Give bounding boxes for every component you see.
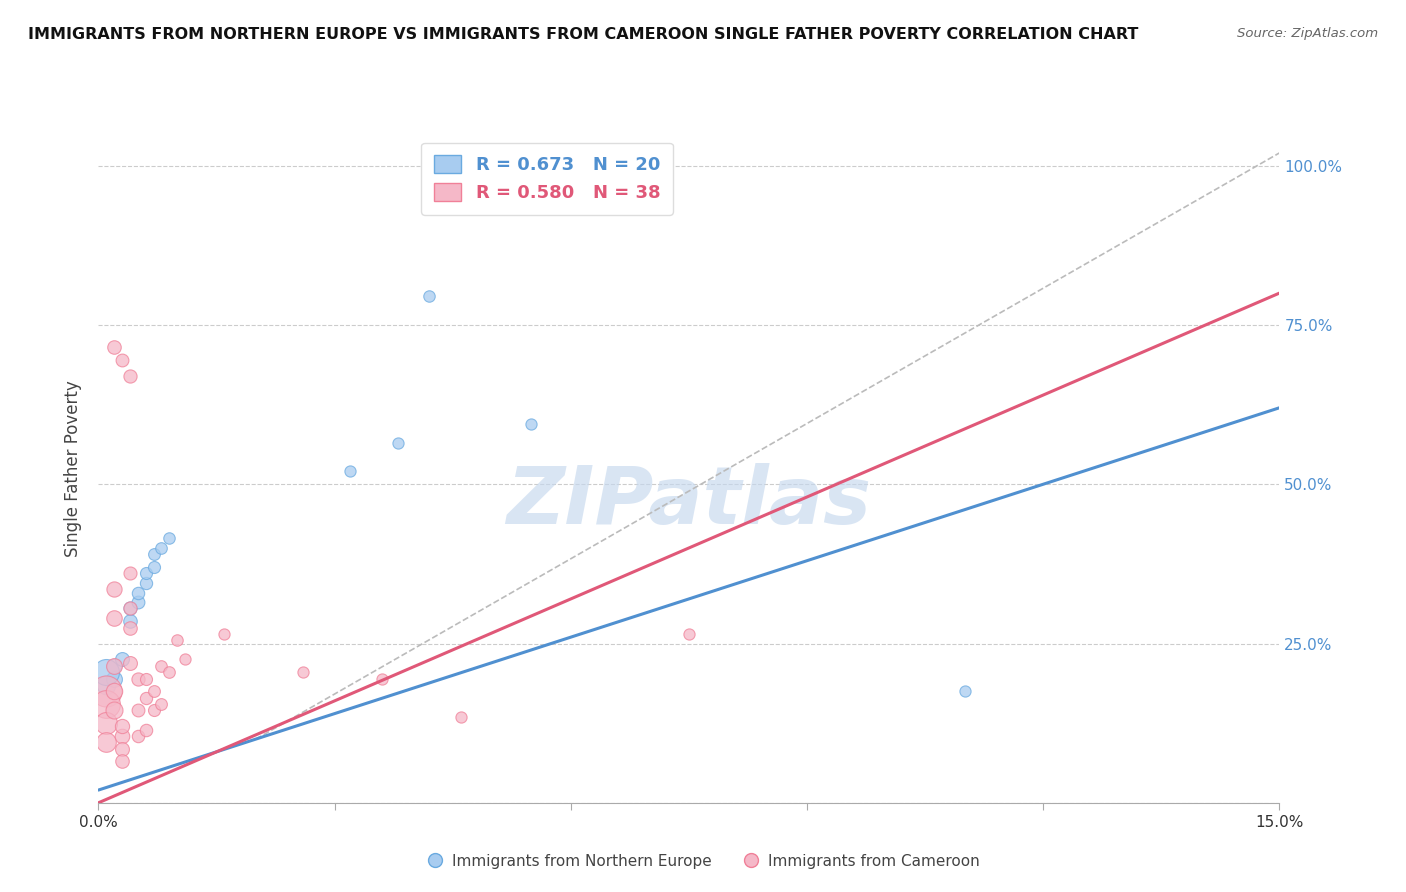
Text: Source: ZipAtlas.com: Source: ZipAtlas.com (1237, 27, 1378, 40)
Point (96, 716, 118, 731)
Point (150, 658, 173, 673)
Point (135, 723, 157, 737)
Point (174, 652, 197, 666)
Point (118, 621, 141, 635)
Point (339, 465, 361, 479)
Point (157, 665, 180, 680)
Point (103, 703, 125, 717)
Point (135, 690, 157, 705)
Y-axis label: Single Father Poverty: Single Father Poverty (65, 380, 83, 557)
Point (111, 755, 134, 769)
Point (127, 672, 149, 686)
Point (142, 684, 165, 698)
Point (96, 735, 118, 749)
Point (103, 582, 125, 597)
Point (387, 435, 409, 450)
Legend: R = 0.673   N = 20, R = 0.580   N = 38: R = 0.673 N = 20, R = 0.580 N = 38 (422, 143, 673, 215)
Point (118, 566, 141, 581)
Text: ZIPatlas: ZIPatlas (506, 463, 872, 541)
Point (127, 595, 149, 609)
Point (166, 633, 188, 648)
Point (103, 611, 125, 625)
Point (135, 576, 157, 591)
Point (103, 684, 125, 698)
Point (111, 353, 134, 368)
Point (450, 710, 472, 724)
Point (96, 665, 118, 680)
Point (111, 719, 134, 733)
Point (103, 340, 125, 354)
Point (418, 289, 440, 303)
Point (127, 585, 149, 599)
Point (118, 601, 141, 615)
Point (103, 658, 125, 673)
Point (103, 672, 125, 686)
Point (111, 652, 134, 666)
Point (678, 627, 700, 641)
Point (520, 417, 543, 431)
Point (953, 684, 976, 698)
Point (127, 729, 149, 743)
Point (150, 541, 173, 555)
Point (142, 547, 165, 561)
Point (135, 672, 157, 686)
Point (371, 672, 394, 686)
Point (118, 601, 141, 615)
Text: IMMIGRANTS FROM NORTHERN EUROPE VS IMMIGRANTS FROM CAMEROON SINGLE FATHER POVERT: IMMIGRANTS FROM NORTHERN EUROPE VS IMMIG… (28, 27, 1139, 42)
Legend: Immigrants from Northern Europe, Immigrants from Cameroon: Immigrants from Northern Europe, Immigra… (420, 848, 986, 875)
Point (142, 560, 165, 574)
Point (96, 684, 118, 698)
Point (103, 658, 125, 673)
Point (118, 614, 141, 628)
Point (118, 656, 141, 670)
Point (157, 532, 180, 546)
Point (96, 697, 118, 711)
Point (142, 703, 165, 717)
Point (292, 665, 315, 680)
Point (96, 678, 118, 692)
Point (118, 368, 141, 383)
Point (214, 627, 236, 641)
Point (150, 697, 173, 711)
Point (111, 729, 134, 743)
Point (111, 741, 134, 756)
Point (135, 566, 157, 581)
Point (127, 703, 149, 717)
